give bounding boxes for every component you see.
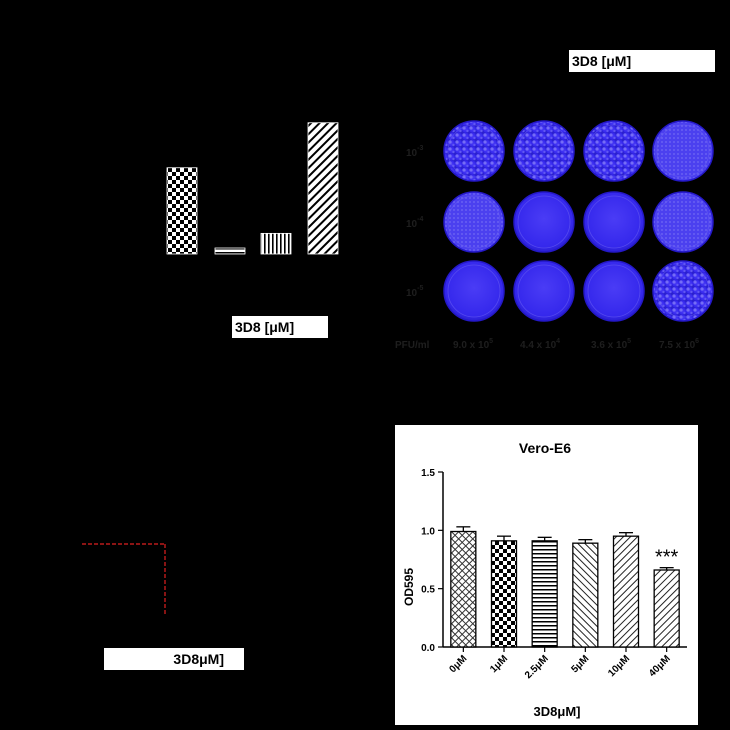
plaque-plate — [652, 191, 714, 253]
plate-rim — [587, 124, 641, 178]
plaque-plate — [513, 191, 575, 253]
significance-marker: *** — [655, 547, 679, 569]
inhibition-axis-label: Inhibition (%) — [25, 499, 40, 581]
inhibition-guide-lines — [82, 543, 166, 615]
plate-rim — [517, 264, 571, 318]
x-axis-label: 3D8μM] — [534, 704, 581, 719]
pfu-exponent: 4 — [556, 338, 560, 345]
panel-b-concentration-label: 3D8 [μM] — [569, 50, 715, 72]
plate-rim — [447, 124, 501, 178]
plaque-assay-plates — [443, 120, 714, 322]
plate-rim — [656, 124, 710, 178]
pfu-value: 9.0 x 105 — [453, 338, 493, 351]
plaque-plate — [583, 260, 645, 322]
x-tick-label: 0μM — [448, 653, 470, 675]
dilution-exponent: -5 — [417, 285, 423, 292]
plate-rim — [656, 264, 710, 318]
pfu-value: 3.6 x 105 — [591, 338, 631, 351]
pfu-exponent: 5 — [627, 338, 631, 345]
panel-a-bar — [307, 122, 339, 255]
plaque-plate — [583, 120, 645, 182]
plate-rim — [447, 264, 501, 318]
plaque-plate — [443, 191, 505, 253]
panel-a-bar — [214, 247, 246, 255]
vero-bar — [612, 535, 640, 648]
plate-rim — [517, 195, 571, 249]
dilution-label: 10-4 — [406, 216, 423, 230]
pfu-exponent: 5 — [489, 338, 493, 345]
pfu-title: PFU/ml — [395, 340, 430, 351]
x-tick-label: 1μM — [488, 653, 510, 675]
plaque-plate — [652, 260, 714, 322]
dilution-exponent: -3 — [417, 145, 423, 152]
pfu-exponent: 6 — [695, 338, 699, 345]
panel-a-bar — [166, 167, 198, 255]
x-tick-label: 5μM — [570, 653, 592, 675]
pfu-value: 7.5 x 106 — [659, 338, 699, 351]
dilution-exponent: -4 — [417, 216, 423, 223]
panel-c-concentration-label: 3D8μM] — [104, 648, 244, 670]
x-tick-label: 2.5μM — [523, 653, 551, 681]
plaque-plate — [443, 120, 505, 182]
y-axis-label: OD595 — [402, 568, 416, 606]
y-tick-label: 0.0 — [421, 643, 435, 654]
vero-bar — [450, 530, 477, 648]
plate-rim — [587, 264, 641, 318]
vero-e6-panel: Vero-E6 OD595 3D8μM] 0.0 0.5 1.0 1.5 0μM 1μM 2… — [395, 425, 698, 725]
y-tick-label: 1.5 — [421, 468, 435, 479]
y-tick-label: 0.5 — [421, 585, 435, 596]
pfu-value: 4.4 x 104 — [520, 338, 560, 351]
plaque-plate — [513, 260, 575, 322]
panel-b-label-text: 3D8 [μM] — [572, 53, 632, 69]
pfu-labels: PFU/ml 9.0 x 105 4.4 x 104 3.6 x 105 7.5 x 1… — [395, 338, 699, 351]
plate-rim — [447, 195, 501, 249]
plaque-plate — [513, 120, 575, 182]
chart-title: Vero-E6 — [519, 440, 571, 456]
plaque-plate — [443, 260, 505, 322]
dilution-label: 10-5 — [406, 285, 423, 299]
plaque-plate — [583, 191, 645, 253]
vero-e6-chart: Vero-E6 OD595 3D8μM] 0.0 0.5 1.0 1.5 0μM 1μM 2… — [402, 440, 687, 719]
bars: *** — [450, 526, 680, 648]
x-tick-label: 10μM — [606, 653, 632, 679]
panel-c-label-text: 3D8μM] — [173, 651, 224, 667]
vero-bar — [531, 540, 558, 648]
dilution-labels: 10-3 10-4 10-5 — [406, 145, 423, 299]
vero-bar — [572, 542, 599, 648]
vero-bar — [490, 540, 518, 648]
plate-rim — [656, 195, 710, 249]
panel-a-label-text: 3D8 [μM] — [235, 319, 295, 335]
x-tick-label: 40μM — [647, 653, 673, 679]
dilution-label: 10-3 — [406, 145, 423, 159]
plate-rim — [517, 124, 571, 178]
panel-a-bar-chart — [166, 122, 339, 255]
y-tick-label: 1.0 — [421, 526, 435, 537]
vero-bar — [653, 569, 680, 648]
plaque-plate — [652, 120, 714, 182]
panel-a-bar — [260, 232, 292, 255]
plate-rim — [587, 195, 641, 249]
panel-a-concentration-label: 3D8 [μM] — [232, 316, 328, 338]
